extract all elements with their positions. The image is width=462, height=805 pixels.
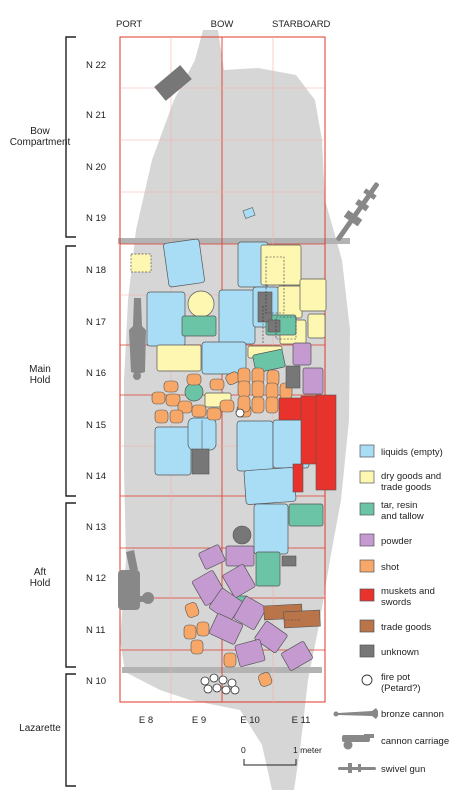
- section-label-bow: Bow Compartment: [10, 126, 71, 148]
- fire-pots: [200, 408, 245, 695]
- bulkhead-band: [118, 238, 350, 244]
- legend-swatch-firepot: [361, 674, 373, 686]
- bronze-cannon-icon: [333, 708, 378, 719]
- row-label: N 13: [86, 522, 106, 533]
- legend-label-muskets: muskets and swords: [381, 586, 435, 608]
- unknown-items: [191, 291, 301, 567]
- dashed-overlays: [262, 256, 297, 344]
- header-starboard: STARBOARD: [272, 19, 331, 30]
- cannon-carriage-icon: [342, 734, 374, 750]
- legend-label-firepot: fire pot (Petard?): [381, 672, 421, 694]
- row-label: N 15: [86, 420, 106, 431]
- row-label: N 18: [86, 265, 106, 276]
- row-label: N 19: [86, 213, 106, 224]
- legend-swatch-shot: [359, 559, 375, 573]
- legend: liquids (empty) dry goods and trade goods…: [333, 444, 449, 775]
- row-label: N 12: [86, 573, 106, 584]
- legend-label-dry: dry goods and trade goods: [381, 471, 441, 493]
- scale-one: 1 meter: [293, 745, 322, 755]
- swivel-gun-icon: [338, 763, 376, 773]
- section-label-lazarette: Lazarette: [19, 723, 61, 734]
- legend-label-unknown: unknown: [381, 647, 419, 658]
- site-cannon-port: [129, 298, 146, 380]
- legend-label-tar: tar, resin and tallow: [381, 500, 424, 522]
- legend-label-cannon-carriage: cannon carriage: [381, 736, 449, 747]
- trade-goods: [263, 603, 321, 629]
- hull-outline: [120, 30, 350, 790]
- row-label: N 17: [86, 317, 106, 328]
- column-label: E 10: [240, 715, 260, 726]
- row-label: N 22: [86, 60, 106, 71]
- row-label: N 21: [86, 110, 106, 121]
- legend-swatch-powder: [359, 533, 375, 547]
- legend-swatch-muskets: [359, 588, 375, 602]
- column-label: E 8: [139, 715, 153, 726]
- legend-swatch-liquids: [359, 444, 375, 458]
- section-label-aft: Aft Hold: [30, 567, 51, 589]
- column-label: E 11: [292, 715, 311, 726]
- row-label: N 11: [86, 625, 105, 636]
- section-label-main: Main Hold: [29, 364, 51, 386]
- legend-label-liquids: liquids (empty): [381, 447, 443, 458]
- row-label: N 14: [86, 471, 106, 482]
- site-unknown-bow: [154, 65, 192, 101]
- legend-swatch-tar: [359, 502, 375, 516]
- scale-zero: 0: [241, 745, 246, 755]
- legend-label-bronze-cannon: bronze cannon: [381, 709, 444, 720]
- row-label: N 20: [86, 162, 106, 173]
- row-label: N 16: [86, 368, 106, 379]
- legend-label-powder: powder: [381, 536, 412, 547]
- scale-bar: [243, 759, 297, 766]
- legend-label-shot: shot: [381, 562, 399, 573]
- legend-swatch-dry: [359, 470, 375, 484]
- legend-label-swivel-gun: swivel gun: [381, 764, 425, 775]
- legend-swatch-trade: [359, 619, 375, 633]
- legend-label-trade: trade goods: [381, 622, 431, 633]
- section-brackets: [65, 36, 76, 787]
- legend-swatch-unknown: [359, 644, 375, 658]
- row-label: N 10: [86, 676, 106, 687]
- site-swivel-gun: [336, 182, 379, 242]
- muskets-swords: [278, 394, 337, 493]
- row-labels: N 22 N 21 N 20 N 19 N 18 N 17 N 16 N 15 …: [86, 60, 106, 687]
- site-cannon-carriage: [118, 550, 154, 610]
- header-port: PORT: [116, 19, 142, 30]
- header-bow: BOW: [211, 19, 234, 30]
- powder-kegs: [191, 342, 324, 671]
- column-label: E 9: [192, 715, 206, 726]
- site-liquid-small: [242, 207, 256, 219]
